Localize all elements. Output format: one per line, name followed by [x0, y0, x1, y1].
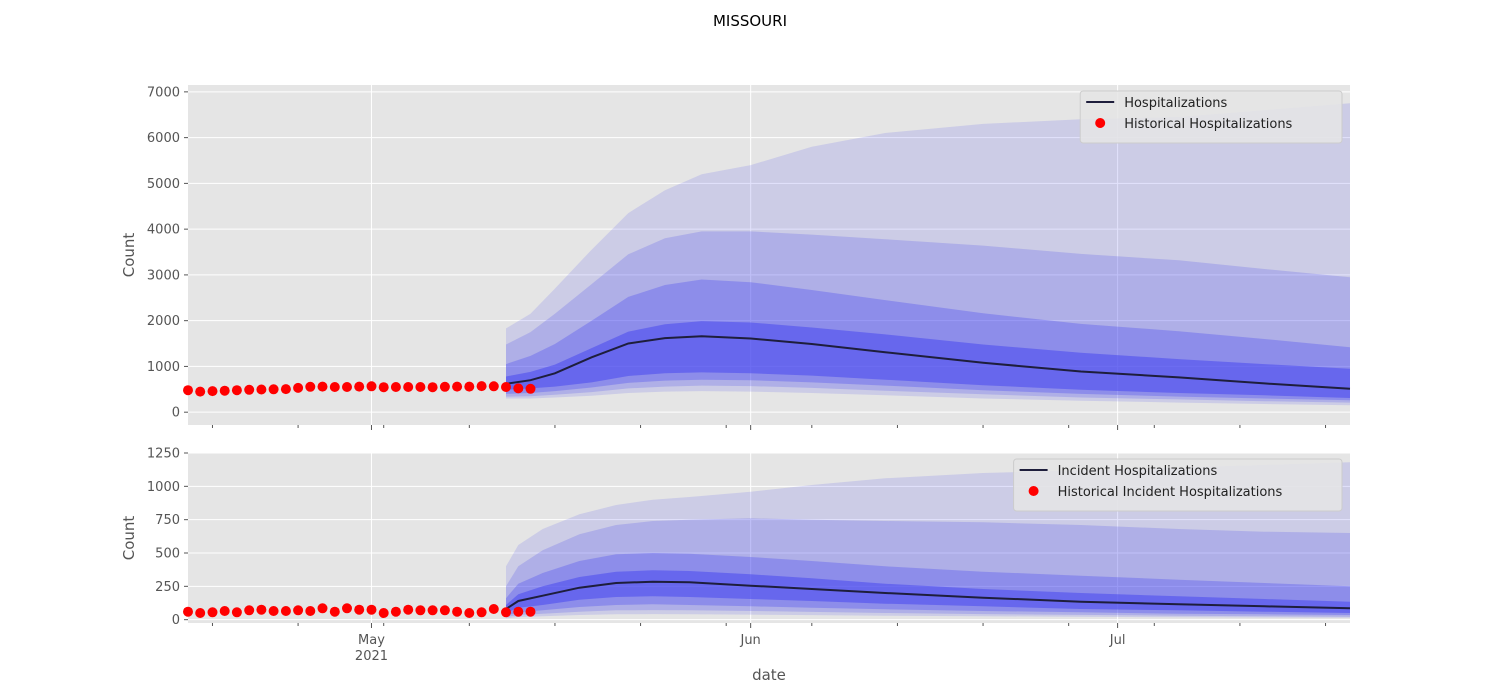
y-tick-label: 7000: [147, 85, 180, 100]
historical-point: [378, 608, 389, 618]
y-tick-label: 750: [155, 513, 180, 528]
forecast-band: [506, 321, 1350, 398]
historical-point: [366, 381, 377, 392]
historical-point: [378, 382, 389, 393]
legend: Hospitalizations Historical Hospitalizati…: [1079, 90, 1343, 144]
historical-point: [525, 606, 536, 617]
historical-point: [464, 608, 475, 618]
y-tick-label: 250: [155, 580, 180, 595]
historical-point: [305, 381, 316, 392]
historical-point: [195, 608, 206, 618]
y-tick-label: 2000: [147, 314, 180, 329]
historical-point: [501, 382, 511, 392]
historical-point: [329, 382, 340, 392]
historical-point: [268, 606, 279, 616]
historical-point: [476, 381, 487, 392]
historical-point: [366, 604, 377, 615]
x-tick-label: Jun: [739, 633, 760, 648]
historical-point: [513, 606, 524, 617]
legend-label: Historical Incident Hospitalizations: [1058, 485, 1283, 500]
legend-box: [1013, 458, 1343, 512]
historical-point: [390, 382, 401, 392]
historical-point: [476, 607, 487, 618]
x-ticks: [211, 425, 1327, 430]
historical-point: [231, 607, 242, 618]
historical-point: [439, 381, 450, 392]
historical-point: [354, 604, 365, 615]
historical-point: [427, 605, 438, 616]
y-tick-label: 6000: [147, 131, 180, 146]
historical-point: [183, 385, 193, 396]
median-line: [505, 335, 1351, 390]
y-tick-label: 1000: [147, 360, 180, 375]
legend-box: [1079, 90, 1343, 144]
historical-point: [488, 604, 499, 614]
historical-point: [342, 603, 352, 614]
historical-point: [403, 604, 414, 615]
historical-point: [293, 382, 304, 393]
historical-point: [513, 383, 524, 394]
legend-dot-marker: [1095, 118, 1106, 128]
historical-point: [317, 381, 328, 392]
y-tick-label: 4000: [147, 223, 180, 238]
historical-point: [195, 386, 206, 397]
historical-point: [244, 384, 255, 395]
y-tick-label: 3000: [147, 268, 180, 283]
historical-point: [415, 382, 426, 392]
y-tick-label: 5000: [147, 177, 180, 192]
historical-point: [501, 607, 511, 618]
historical-point: [305, 606, 316, 616]
x-tick-label: May: [358, 633, 385, 648]
y-tick-label: 500: [155, 547, 180, 562]
historical-point: [256, 604, 267, 615]
historical-point: [207, 386, 218, 397]
historical-point: [256, 384, 267, 395]
x-tick-label: Jul: [1109, 633, 1126, 648]
historical-point: [439, 605, 450, 616]
historical-point: [244, 605, 255, 616]
y-axis-label: Count: [120, 516, 138, 561]
legend-label: Historical Hospitalizations: [1124, 117, 1292, 132]
historical-point: [219, 606, 230, 616]
x-axis-label: date: [752, 666, 786, 684]
historical-point: [415, 605, 426, 616]
historical-point: [280, 384, 291, 395]
legend-label: Incident Hospitalizations: [1058, 464, 1218, 479]
historical-point: [219, 385, 230, 396]
historical-point: [280, 606, 291, 616]
hospitalizations-panel: 0 1000 2000 3000 4000 5000 6000 7000 Count Hospit…: [120, 85, 1351, 430]
legend-dot-marker: [1028, 486, 1039, 496]
historical-point: [183, 606, 193, 617]
historical-point: [427, 382, 438, 393]
historical-point: [207, 607, 218, 618]
historical-point: [342, 382, 352, 392]
historical-point: [525, 383, 536, 394]
figure-title: MISSOURI: [713, 12, 787, 30]
historical-point: [293, 605, 304, 616]
median-line: [505, 580, 1351, 610]
historical-point: [464, 381, 475, 392]
x-tick-sublabel: 2021: [355, 649, 388, 664]
historical-point: [268, 384, 279, 395]
legend-label: Hospitalizations: [1124, 96, 1227, 111]
historical-point: [317, 603, 328, 614]
historical-point: [354, 381, 365, 392]
y-tick-label: 0: [172, 406, 180, 421]
y-tick-label: 1250: [147, 447, 180, 462]
historical-point: [231, 385, 242, 396]
legend: Incident Hospitalizations Historical Inci…: [1013, 458, 1343, 512]
x-ticks: [211, 623, 1327, 628]
historical-point: [390, 606, 401, 617]
y-axis-label: Count: [120, 233, 138, 278]
historical-point: [452, 381, 463, 392]
historical-point: [329, 606, 340, 617]
y-tick-label: 1000: [147, 480, 180, 495]
historical-point: [452, 606, 463, 617]
historical-point: [403, 382, 414, 392]
y-tick-label: 0: [172, 613, 180, 628]
historical-point: [488, 381, 499, 392]
